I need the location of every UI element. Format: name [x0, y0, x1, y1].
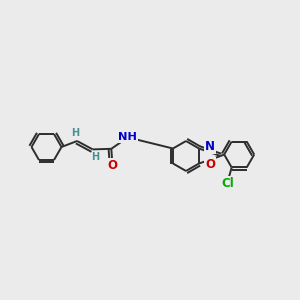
- Text: O: O: [107, 159, 118, 172]
- Text: Cl: Cl: [222, 177, 235, 190]
- Text: H: H: [91, 152, 99, 162]
- Text: H: H: [71, 128, 80, 139]
- Text: O: O: [205, 158, 215, 171]
- Text: NH: NH: [118, 132, 137, 142]
- Text: N: N: [205, 140, 215, 154]
